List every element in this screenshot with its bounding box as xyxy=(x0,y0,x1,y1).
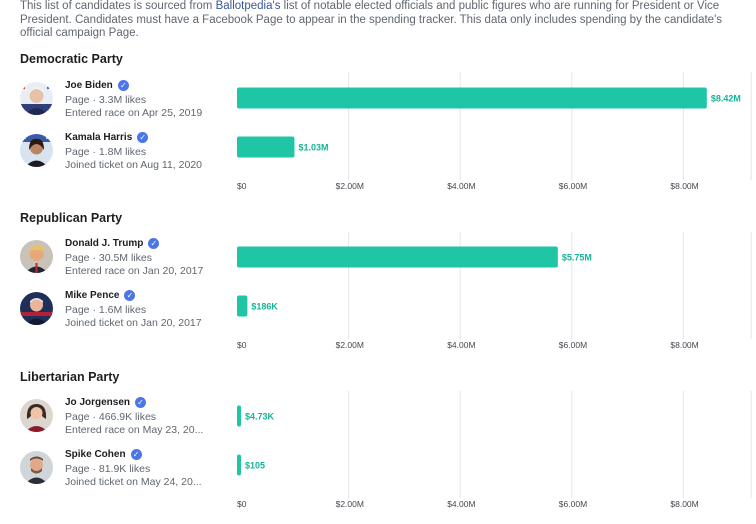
verified-check-icon: ✓ xyxy=(135,397,147,408)
verified-check-icon: ✓ xyxy=(148,238,160,249)
race-date: Joined ticket on Aug 11, 2020 xyxy=(65,159,202,171)
bar-value-label: $5.75M xyxy=(562,253,592,263)
race-date: Entered race on Apr 25, 2019 xyxy=(65,107,203,119)
candidate-joe-biden[interactable]: Joe Biden ✓ Page · 3.3M likes Entered rac… xyxy=(20,80,230,120)
page-likes: Page · 1.8M likes xyxy=(65,146,147,158)
bar xyxy=(237,454,241,476)
avatar xyxy=(20,292,53,325)
bar xyxy=(237,295,248,317)
race-date: Entered race on May 23, 20... xyxy=(65,424,204,436)
party-heading-libertarian: Libertarian Party xyxy=(20,370,120,384)
verified-check-icon: ✓ xyxy=(124,290,136,301)
x-tick-label: $0 xyxy=(237,340,247,350)
candidate-jo-jorgensen[interactable]: Jo Jorgensen ✓ Page · 466.9K likes Entere… xyxy=(20,397,230,437)
page-likes: Page · 3.3M likes xyxy=(65,94,147,106)
race-date: Joined ticket on May 24, 20... xyxy=(65,476,202,488)
party-heading-democratic: Democratic Party xyxy=(20,52,123,66)
x-tick-label: $2.00M xyxy=(336,181,364,191)
x-tick-label: $4.00M xyxy=(447,499,475,509)
avatar xyxy=(20,399,53,432)
avatar xyxy=(20,240,53,273)
candidate-spike-cohen[interactable]: Spike Cohen ✓ Page · 81.9K likes Joined t… xyxy=(20,449,230,489)
x-tick-label: $2.00M xyxy=(336,340,364,350)
x-tick-label: $4.00M xyxy=(447,181,475,191)
candidate-name[interactable]: Mike Pence ✓ xyxy=(65,290,136,301)
x-tick-label: $6.00M xyxy=(559,499,587,509)
bar-value-label: $4.73K xyxy=(245,412,275,422)
page-likes: Page · 30.5M likes xyxy=(65,252,152,264)
x-tick-label: $8.00M xyxy=(670,340,698,350)
verified-check-icon: ✓ xyxy=(137,132,149,143)
x-tick-label: $8.00M xyxy=(670,499,698,509)
bar xyxy=(237,87,707,109)
candidate-name[interactable]: Spike Cohen ✓ xyxy=(65,449,142,460)
candidate-donald-j-trump[interactable]: Donald J. Trump ✓ Page · 30.5M likes Ente… xyxy=(20,238,230,278)
x-tick-label: $0 xyxy=(237,499,247,509)
candidate-name[interactable]: Joe Biden ✓ xyxy=(65,80,129,91)
candidate-kamala-harris[interactable]: Kamala Harris ✓ Page · 1.8M likes Joined … xyxy=(20,132,230,172)
candidate-name[interactable]: Donald J. Trump ✓ xyxy=(65,238,160,249)
bar-value-label: $105 xyxy=(245,461,265,471)
party-heading-republican: Republican Party xyxy=(20,211,123,225)
race-date: Entered race on Jan 20, 2017 xyxy=(65,265,204,277)
intro-before: This list of candidates is sourced from xyxy=(20,0,216,12)
candidate-name[interactable]: Jo Jorgensen ✓ xyxy=(65,397,147,408)
bar-value-label: $186K xyxy=(251,302,278,312)
x-tick-label: $2.00M xyxy=(336,499,364,509)
bar xyxy=(237,136,295,158)
bar-value-label: $8.42M xyxy=(711,94,741,104)
candidate-name[interactable]: Kamala Harris ✓ xyxy=(65,132,149,143)
x-tick-label: $4.00M xyxy=(447,340,475,350)
x-tick-label: $6.00M xyxy=(559,340,587,350)
avatar xyxy=(20,134,53,167)
bar xyxy=(237,246,558,268)
intro-after: list of notable elected officials and pu… xyxy=(20,0,723,39)
verified-check-icon: ✓ xyxy=(130,449,142,460)
ballotpedia-link[interactable]: Ballotpedia's xyxy=(215,0,281,12)
bar-value-label: $1.03M xyxy=(298,143,328,153)
avatar xyxy=(20,82,53,115)
page-likes: Page · 1.6M likes xyxy=(65,304,147,316)
x-tick-label: $8.00M xyxy=(670,181,698,191)
x-tick-label: $0 xyxy=(237,181,247,191)
verified-check-icon: ✓ xyxy=(117,80,129,91)
intro-text: This list of candidates is sourced from … xyxy=(20,0,750,41)
page-likes: Page · 81.9K likes xyxy=(65,463,151,475)
bar xyxy=(237,405,241,427)
race-date: Joined ticket on Jan 20, 2017 xyxy=(65,317,202,329)
avatar xyxy=(20,451,53,484)
page-likes: Page · 466.9K likes xyxy=(65,411,157,423)
x-tick-label: $6.00M xyxy=(559,181,587,191)
candidate-mike-pence[interactable]: Mike Pence ✓ Page · 1.6M likes Joined tic… xyxy=(20,290,230,330)
